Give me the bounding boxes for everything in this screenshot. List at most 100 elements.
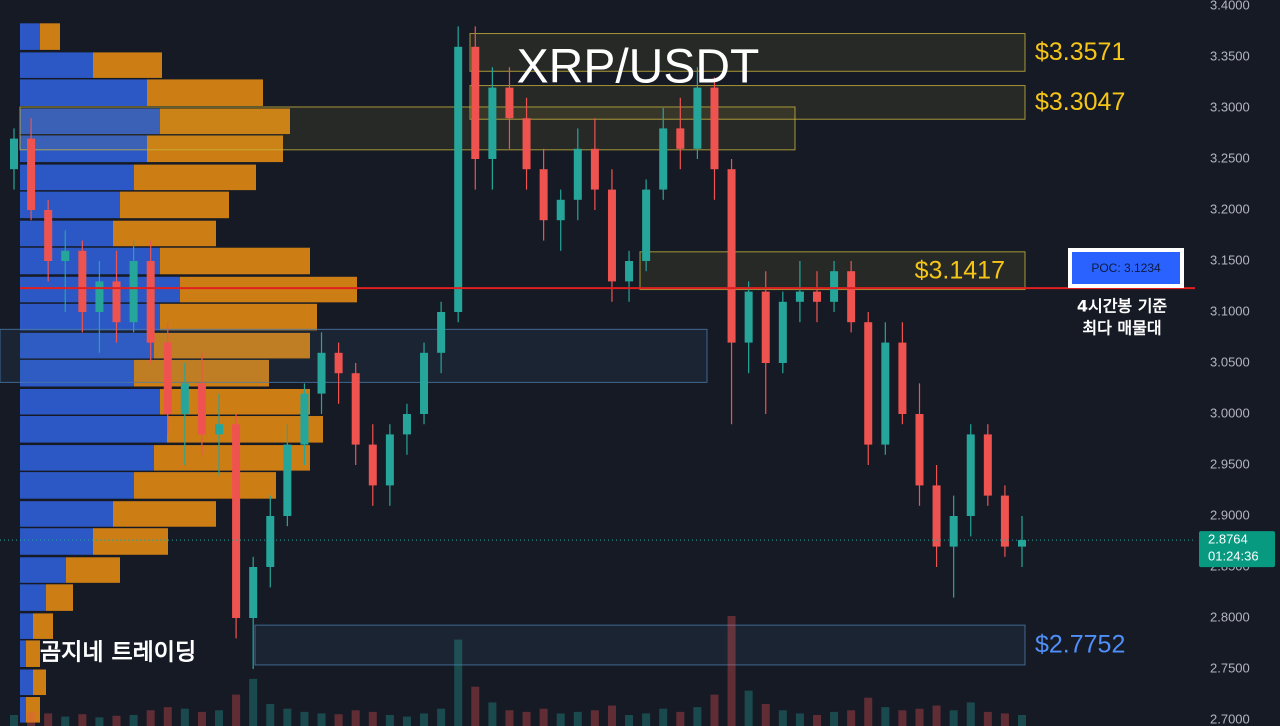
candle-body bbox=[420, 352, 429, 414]
y-tick-label: 3.0500 bbox=[1210, 354, 1250, 369]
candle-body bbox=[1018, 540, 1026, 547]
candle-body bbox=[864, 322, 873, 445]
y-tick-label: 3.1000 bbox=[1210, 303, 1250, 318]
volume-bar bbox=[949, 710, 958, 726]
volume-bar bbox=[625, 715, 634, 726]
profile-buy bbox=[20, 472, 134, 499]
candle-body bbox=[727, 169, 736, 343]
candle-body bbox=[44, 210, 53, 261]
volume-bar bbox=[78, 714, 87, 726]
volume-bar bbox=[129, 715, 138, 726]
profile-sell bbox=[120, 191, 229, 219]
profile-buy bbox=[20, 164, 134, 191]
y-tick-label: 2.7500 bbox=[1210, 660, 1250, 675]
last-price-label: 2.8764 bbox=[1208, 532, 1248, 547]
profile-buy bbox=[20, 697, 26, 723]
volume-bar bbox=[812, 715, 821, 726]
volume-bar bbox=[27, 711, 36, 726]
candle-body bbox=[266, 516, 275, 567]
volume-bar bbox=[642, 713, 651, 726]
profile-sell bbox=[66, 557, 120, 583]
candle-body bbox=[129, 261, 138, 323]
volume-bar bbox=[966, 702, 975, 726]
volume-bar bbox=[334, 714, 343, 726]
profile-buy bbox=[20, 108, 160, 135]
volume-bar bbox=[163, 707, 172, 726]
volume-bar bbox=[317, 713, 326, 726]
zone-label: $2.7752 bbox=[1035, 631, 1125, 659]
profile-buy bbox=[20, 501, 113, 527]
candle-body bbox=[881, 342, 890, 445]
candle-body bbox=[761, 291, 770, 363]
candle-body bbox=[505, 87, 514, 119]
profile-buy bbox=[20, 640, 26, 667]
volume-bar bbox=[146, 710, 155, 726]
candle-body bbox=[573, 148, 582, 200]
candle-body bbox=[471, 46, 480, 159]
candle-body bbox=[112, 281, 121, 323]
candle-body bbox=[659, 128, 668, 190]
y-tick-label: 3.2000 bbox=[1210, 201, 1250, 216]
volume-bar bbox=[437, 708, 446, 726]
candle-body bbox=[197, 383, 206, 435]
candle-body bbox=[232, 424, 241, 618]
candle-body bbox=[78, 250, 87, 312]
candle-body bbox=[693, 87, 702, 149]
profile-buy bbox=[20, 52, 93, 78]
volume-bar bbox=[932, 705, 941, 726]
volume-bar bbox=[693, 707, 702, 726]
candle-body bbox=[915, 414, 924, 486]
poc-box bbox=[1068, 248, 1184, 288]
volume-bar bbox=[522, 711, 531, 726]
volume-bar bbox=[983, 711, 992, 726]
candle-body bbox=[590, 148, 599, 190]
profile-buy bbox=[20, 191, 120, 219]
volume-bar bbox=[351, 710, 360, 726]
candle-body bbox=[625, 261, 634, 282]
profile-sell bbox=[46, 584, 73, 611]
profile-sell bbox=[93, 52, 162, 78]
price-zone bbox=[254, 624, 1026, 666]
poc-note: 최다 매물대 bbox=[1082, 319, 1161, 338]
candle-body bbox=[300, 393, 309, 445]
candle-body bbox=[556, 199, 565, 221]
last-price-box bbox=[1199, 531, 1275, 568]
profile-sell bbox=[134, 472, 276, 499]
volume-bar bbox=[659, 708, 668, 726]
profile-buy bbox=[20, 79, 147, 106]
candles bbox=[10, 26, 1026, 669]
volume-bar bbox=[1000, 713, 1009, 726]
profile-sell bbox=[147, 135, 283, 163]
candle-body bbox=[812, 291, 821, 302]
candle-body bbox=[522, 118, 531, 170]
profile-sell bbox=[26, 697, 40, 723]
volume-bar bbox=[471, 686, 480, 726]
volume-bar bbox=[180, 708, 189, 726]
profile-buy bbox=[20, 584, 46, 611]
profile-buy bbox=[20, 416, 167, 443]
volume-bars bbox=[10, 616, 1026, 726]
profile-buy bbox=[20, 528, 93, 555]
profile-sell bbox=[160, 303, 317, 331]
profile-sell bbox=[180, 276, 357, 303]
candle-body bbox=[539, 169, 548, 221]
countdown-label: 01:24:36 bbox=[1208, 549, 1259, 564]
candle-body bbox=[283, 444, 292, 516]
volume-bar bbox=[727, 616, 736, 726]
profile-sell bbox=[160, 247, 310, 275]
y-tick-label: 3.1500 bbox=[1210, 252, 1250, 267]
candle-body bbox=[932, 485, 941, 547]
volume-bar bbox=[61, 716, 70, 726]
volume-bar bbox=[197, 711, 206, 726]
zones: $3.3571 $3.3047 $3.1417 $2.7752 bbox=[0, 33, 1125, 666]
volume-bar bbox=[881, 707, 890, 726]
watermark: 곰지네 트레이딩 bbox=[40, 640, 196, 666]
y-tick-label: 3.2500 bbox=[1210, 150, 1250, 165]
profile-buy bbox=[20, 247, 160, 275]
profile-sell bbox=[93, 528, 168, 555]
volume-bar bbox=[556, 713, 565, 726]
candle-body bbox=[10, 138, 18, 170]
